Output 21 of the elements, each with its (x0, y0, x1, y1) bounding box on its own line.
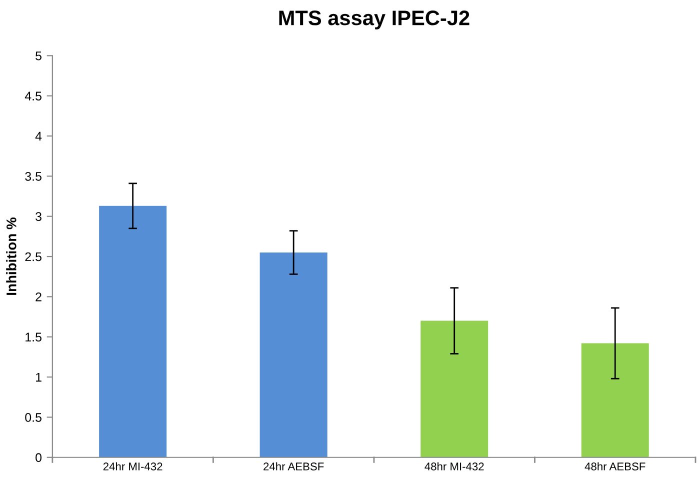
y-tick-label: 3 (36, 212, 42, 221)
x-tick-label: 24hr AEBSF (264, 462, 324, 470)
bar (99, 206, 167, 458)
bar (260, 252, 328, 458)
y-tick-label: 2.5 (25, 252, 42, 262)
y-tick-label: 2 (36, 292, 42, 302)
y-tick-label: 3.5 (25, 172, 42, 181)
y-tick-label: 5 (36, 52, 42, 60)
y-tick-label: 1 (36, 372, 42, 382)
y-tick-label: 4 (35, 132, 42, 141)
y-tick-label: 0.5 (25, 413, 42, 422)
y-tick-label: 1.5 (26, 332, 42, 342)
bar (581, 343, 649, 458)
y-tick-label: 4.5 (24, 92, 42, 100)
bar (420, 320, 488, 458)
chart-title: MTS assay IPEC-J2 (279, 10, 470, 30)
x-tick-label: 48hr MI-432 (424, 462, 484, 470)
y-axis-title: Inhibition % (6, 218, 16, 295)
x-tick-label: 48hr AEBSF (584, 462, 646, 470)
y-tick-label: 0 (36, 453, 42, 462)
x-tick-label: 24hr MI-432 (103, 462, 162, 470)
